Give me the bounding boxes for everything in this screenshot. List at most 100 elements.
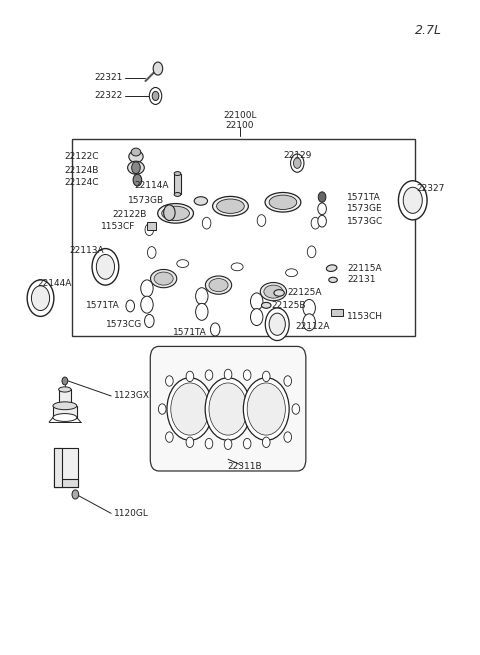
Circle shape <box>263 437 270 447</box>
Text: 1573GE: 1573GE <box>348 204 383 214</box>
Ellipse shape <box>286 269 298 276</box>
Ellipse shape <box>265 193 301 212</box>
Ellipse shape <box>216 199 244 214</box>
Text: 1573GC: 1573GC <box>348 217 384 226</box>
Ellipse shape <box>59 387 71 392</box>
Ellipse shape <box>326 265 337 271</box>
Circle shape <box>205 378 251 440</box>
Ellipse shape <box>128 161 144 174</box>
Circle shape <box>292 404 300 414</box>
Circle shape <box>209 383 247 435</box>
Bar <box>54 448 78 487</box>
Circle shape <box>243 370 251 381</box>
Circle shape <box>132 162 140 174</box>
Circle shape <box>403 187 422 214</box>
Text: 22321: 22321 <box>95 73 123 82</box>
Ellipse shape <box>274 290 284 296</box>
Text: 1573CG: 1573CG <box>106 320 142 329</box>
Circle shape <box>243 378 289 440</box>
Circle shape <box>27 280 54 316</box>
Circle shape <box>126 300 134 312</box>
Text: 1153CF: 1153CF <box>101 222 135 231</box>
Text: 1571TA: 1571TA <box>348 193 381 202</box>
Circle shape <box>265 308 289 341</box>
Text: 22125B: 22125B <box>271 301 305 310</box>
Circle shape <box>196 303 208 320</box>
Polygon shape <box>116 193 345 255</box>
Polygon shape <box>116 252 345 288</box>
Circle shape <box>257 215 266 227</box>
Ellipse shape <box>151 269 177 288</box>
Circle shape <box>72 490 79 499</box>
Circle shape <box>251 309 263 326</box>
Circle shape <box>202 217 211 229</box>
Text: 1571TA: 1571TA <box>86 301 120 310</box>
Bar <box>53 405 77 417</box>
Text: 1573GB: 1573GB <box>128 196 164 206</box>
Ellipse shape <box>53 413 77 421</box>
Ellipse shape <box>174 193 181 196</box>
FancyBboxPatch shape <box>150 346 306 471</box>
Ellipse shape <box>260 282 287 301</box>
Circle shape <box>141 296 153 313</box>
Circle shape <box>318 203 326 215</box>
Text: 22100L: 22100L <box>223 111 257 120</box>
Circle shape <box>303 314 315 331</box>
Circle shape <box>152 92 159 100</box>
Bar <box>54 479 78 487</box>
Circle shape <box>224 369 232 380</box>
Text: 22311B: 22311B <box>228 462 262 471</box>
Text: 22113A: 22113A <box>70 246 104 255</box>
Circle shape <box>398 181 427 220</box>
Circle shape <box>247 383 285 435</box>
Circle shape <box>133 174 142 186</box>
Circle shape <box>186 371 194 382</box>
Circle shape <box>224 439 232 449</box>
Circle shape <box>243 438 251 449</box>
Circle shape <box>205 370 213 381</box>
Circle shape <box>290 154 304 172</box>
Bar <box>54 448 62 487</box>
Circle shape <box>263 371 270 382</box>
Circle shape <box>96 254 115 279</box>
Text: 22125A: 22125A <box>288 288 322 297</box>
Ellipse shape <box>264 285 283 298</box>
Circle shape <box>318 215 326 227</box>
Ellipse shape <box>262 303 271 309</box>
Circle shape <box>284 432 291 442</box>
Text: 22124C: 22124C <box>65 178 99 187</box>
Ellipse shape <box>205 276 232 294</box>
Ellipse shape <box>162 206 190 221</box>
Text: 22115A: 22115A <box>348 264 382 272</box>
Circle shape <box>62 377 68 385</box>
Text: 22100: 22100 <box>226 121 254 130</box>
Circle shape <box>144 314 154 328</box>
Circle shape <box>167 378 213 440</box>
Ellipse shape <box>269 195 297 210</box>
Ellipse shape <box>329 277 337 282</box>
Text: 22122B: 22122B <box>113 210 147 219</box>
Circle shape <box>269 313 285 335</box>
Text: 1571TA: 1571TA <box>173 328 206 337</box>
Text: 22129: 22129 <box>283 151 312 160</box>
Circle shape <box>251 293 263 310</box>
Circle shape <box>186 437 194 447</box>
Text: 1123GX: 1123GX <box>114 392 150 400</box>
Ellipse shape <box>59 403 71 408</box>
Circle shape <box>171 383 209 435</box>
Circle shape <box>153 62 163 75</box>
Ellipse shape <box>131 148 141 156</box>
Ellipse shape <box>157 204 193 223</box>
Circle shape <box>141 280 153 297</box>
Circle shape <box>196 288 208 305</box>
Circle shape <box>318 192 326 202</box>
Ellipse shape <box>209 278 228 291</box>
Text: 1120GL: 1120GL <box>114 509 148 518</box>
Ellipse shape <box>177 259 189 267</box>
Circle shape <box>158 404 166 414</box>
Circle shape <box>149 88 162 104</box>
Text: 22322: 22322 <box>95 92 123 100</box>
Text: 22112A: 22112A <box>295 322 329 331</box>
Circle shape <box>293 158 301 168</box>
Text: 1153CH: 1153CH <box>348 312 384 321</box>
